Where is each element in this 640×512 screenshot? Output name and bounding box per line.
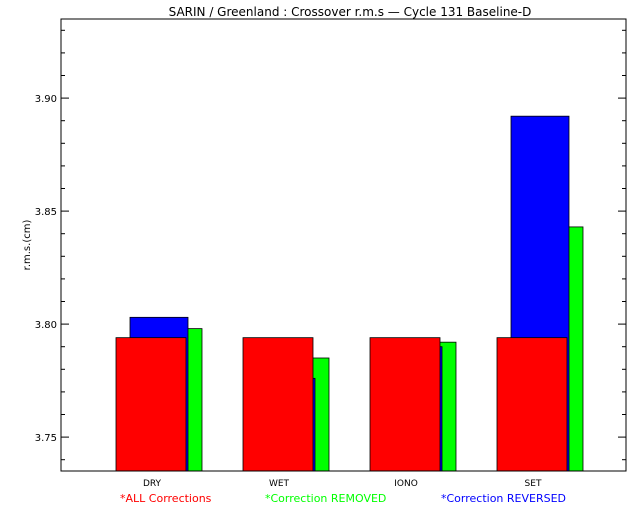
- y-tick-label: 3.80: [35, 320, 57, 331]
- y-tick-label: 3.90: [35, 94, 57, 105]
- legend-entry: *Correction REMOVED: [265, 492, 386, 505]
- x-tick-label: SET: [525, 479, 542, 489]
- y-axis: 3.75 3.80 3.85 3.90: [35, 29, 626, 461]
- bar-all: [496, 337, 568, 472]
- x-tick-label: DRY: [143, 479, 162, 489]
- y-tick-label: 3.85: [35, 207, 57, 218]
- bar-all: [242, 337, 314, 472]
- y-tick-label: 3.75: [35, 433, 57, 444]
- plot-frame: [60, 18, 627, 472]
- y-axis-label: r.m.s.(cm): [22, 220, 33, 271]
- bar-all: [115, 337, 187, 472]
- x-axis: DRY WET IONO SET: [143, 479, 542, 489]
- x-tick-label: WET: [269, 479, 290, 489]
- legend-entry: *ALL Corrections: [120, 492, 212, 505]
- legend-entry: *Correction REVERSED: [441, 492, 566, 505]
- x-tick-label: IONO: [394, 479, 418, 489]
- bars-group: [115, 115, 584, 472]
- bar-all: [369, 337, 441, 472]
- legend: *ALL Corrections *Correction REMOVED *Corr…: [120, 492, 566, 505]
- chart-title: SARIN / Greenland : Crossover r.m.s — Cy…: [169, 5, 532, 19]
